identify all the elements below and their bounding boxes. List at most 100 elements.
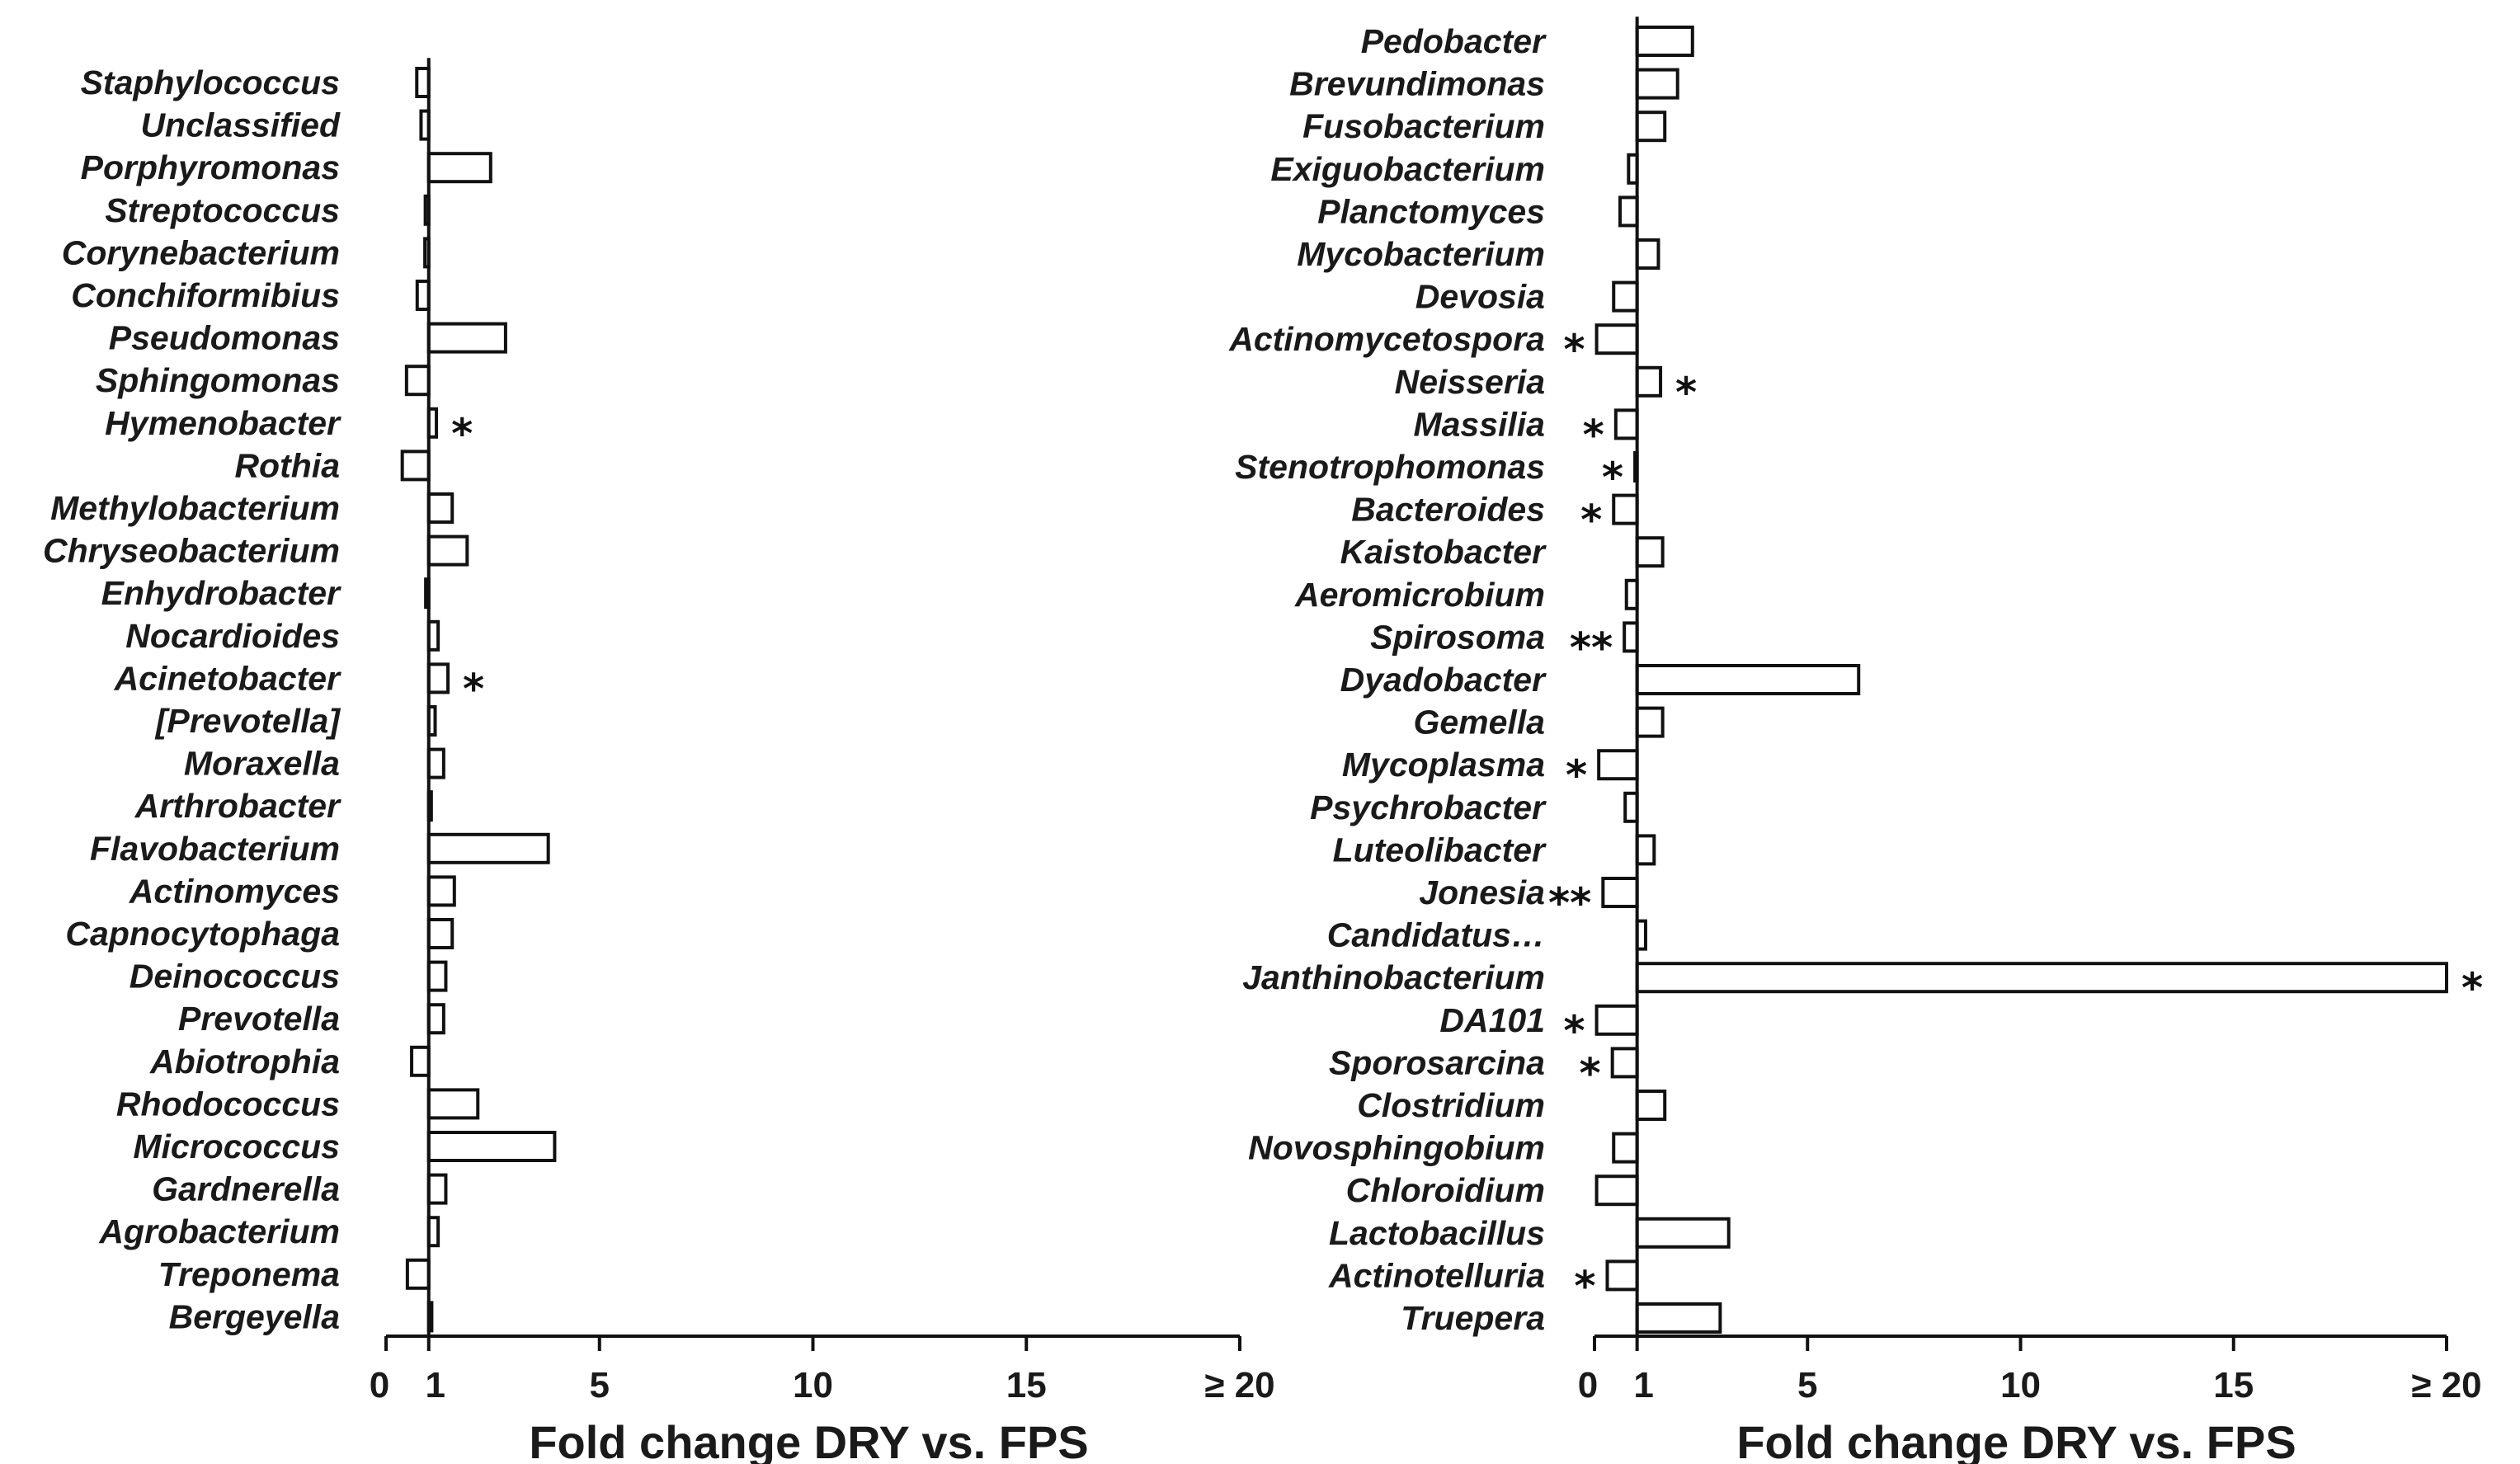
significance-marker-right-11: *	[1580, 497, 1602, 544]
category-label-right-2: Fusobacterium	[1302, 107, 1545, 145]
left-x-axis-title: Fold change DRY vs. FPS	[529, 1416, 1088, 1464]
significance-marker-right-8: *	[1675, 369, 1697, 417]
category-label-left-2: Porphyromonas	[81, 148, 340, 186]
category-label-right-24: Sporosarcina	[1329, 1043, 1545, 1081]
bar-right-5	[1635, 238, 1660, 270]
bar-left-11	[426, 534, 469, 567]
significance-marker-right-14: **	[1570, 624, 1613, 671]
bar-right-4	[1618, 195, 1639, 228]
bar-left-10	[426, 492, 455, 524]
bar-left-18	[426, 832, 550, 864]
category-label-right-25: Clostridium	[1357, 1086, 1545, 1124]
category-label-left-10: Methylobacterium	[50, 489, 340, 527]
category-label-right-17: Mycoplasma	[1342, 746, 1545, 784]
significance-marker-right-7: *	[1563, 326, 1585, 374]
significance-marker-right-24: *	[1580, 1049, 1601, 1097]
bar-right-1	[1635, 68, 1679, 100]
right-x-tick-label-4: 15	[2213, 1365, 2254, 1405]
left-x-tick-label-4: 15	[1006, 1365, 1047, 1405]
category-label-left-8: Hymenobacter	[105, 404, 341, 442]
left-x-tick-label-1: 1	[426, 1365, 445, 1405]
bar-right-27	[1594, 1174, 1639, 1207]
bar-left-7	[404, 365, 431, 397]
category-label-left-12: Enhydrobacter	[101, 574, 341, 612]
category-label-right-8: Neisseria	[1395, 363, 1545, 401]
bar-right-6	[1612, 280, 1639, 313]
right-x-tick-label-3: 10	[2000, 1365, 2041, 1405]
left-x-tick-label-2: 5	[590, 1365, 610, 1405]
bar-right-23	[1594, 1004, 1639, 1036]
right-x-tick-label-0: 0	[1578, 1365, 1598, 1405]
category-label-right-14: Spirosoma	[1370, 618, 1545, 656]
left-panel: Staphylococcus Unclassified Porphyromonas S…	[43, 58, 1275, 1464]
bar-right-19	[1635, 834, 1656, 866]
bar-left-19	[426, 875, 456, 907]
bar-left-14	[426, 662, 450, 694]
category-label-left-4: Corynebacterium	[62, 233, 340, 271]
bar-right-8	[1635, 365, 1663, 398]
bar-right-28	[1635, 1217, 1731, 1249]
category-label-left-27: Agrobacterium	[98, 1212, 340, 1250]
category-label-right-18: Psychrobacter	[1310, 788, 1547, 826]
significance-marker-right-20: **	[1548, 879, 1591, 927]
bar-right-29	[1605, 1259, 1639, 1292]
category-label-right-10: Stenotrophomonas	[1235, 448, 1545, 486]
bar-left-20	[426, 918, 455, 949]
bar-left-22	[426, 1003, 445, 1035]
bar-left-5	[415, 280, 431, 311]
category-label-left-28: Treponema	[158, 1255, 340, 1293]
category-label-right-11: Bacteroides	[1351, 491, 1545, 529]
category-label-left-15: [Prevotella]	[154, 702, 341, 740]
significance-marker-right-22: *	[2461, 964, 2483, 1012]
category-label-right-7: Actinomycetospora	[1228, 320, 1545, 358]
bar-left-23	[410, 1045, 431, 1077]
category-label-left-25: Micrococcus	[133, 1127, 340, 1165]
bar-left-16	[426, 747, 445, 779]
category-label-left-21: Deinococcus	[130, 958, 340, 996]
bar-right-0	[1635, 26, 1694, 57]
category-label-left-1: Unclassified	[140, 106, 340, 144]
bar-right-2	[1635, 111, 1667, 143]
category-label-right-29: Actinotelluria	[1328, 1256, 1545, 1294]
right-x-tick-label-2: 5	[1797, 1365, 1817, 1405]
significance-marker-right-23: *	[1563, 1007, 1585, 1055]
category-label-left-0: Staphylococcus	[81, 64, 340, 101]
category-label-right-21: Candidatus…	[1327, 916, 1545, 954]
category-label-right-0: Pedobacter	[1361, 22, 1547, 60]
category-label-left-22: Prevotella	[178, 1000, 340, 1038]
significance-marker-right-29: *	[1574, 1262, 1595, 1310]
category-label-right-5: Mycobacterium	[1297, 235, 1545, 273]
right-x-tick-label-1: 1	[1633, 1365, 1653, 1405]
bar-right-16	[1635, 706, 1665, 738]
bar-right-17	[1597, 749, 1639, 781]
bar-left-25	[426, 1131, 557, 1162]
category-label-right-12: Kaistobacter	[1340, 533, 1547, 571]
bar-left-26	[426, 1173, 448, 1205]
category-label-left-20: Capnocytophaga	[65, 915, 340, 953]
category-label-right-15: Dyadobacter	[1340, 661, 1547, 699]
bar-right-30	[1635, 1302, 1722, 1334]
category-label-right-26: Novosphingobium	[1248, 1129, 1545, 1167]
bar-right-7	[1594, 323, 1639, 355]
bar-left-0	[415, 67, 431, 98]
category-label-left-19: Actinomyces	[129, 872, 340, 910]
category-label-right-22: Janthinobacterium	[1242, 958, 1545, 996]
left-x-tick-label-5: ≥ 20	[1204, 1365, 1274, 1405]
category-label-right-1: Brevundimonas	[1289, 65, 1545, 103]
category-label-right-30: Truepera	[1401, 1299, 1545, 1337]
left-x-tick-label-0: 0	[370, 1365, 389, 1405]
bar-right-26	[1612, 1132, 1639, 1164]
significance-marker-left-8: *	[451, 410, 473, 458]
category-label-left-13: Nocardioides	[125, 617, 340, 655]
category-label-left-3: Streptococcus	[105, 191, 340, 229]
category-label-right-16: Gemella	[1413, 704, 1545, 741]
bar-right-20	[1601, 877, 1639, 908]
significance-marker-right-10: *	[1602, 454, 1623, 501]
category-label-left-7: Sphingomonas	[96, 361, 340, 399]
category-label-right-6: Devosia	[1415, 278, 1545, 316]
category-label-right-19: Luteolibacter	[1333, 831, 1547, 869]
bar-left-21	[426, 960, 448, 992]
category-label-left-29: Bergeyella	[169, 1297, 340, 1335]
bar-left-28	[405, 1258, 431, 1290]
